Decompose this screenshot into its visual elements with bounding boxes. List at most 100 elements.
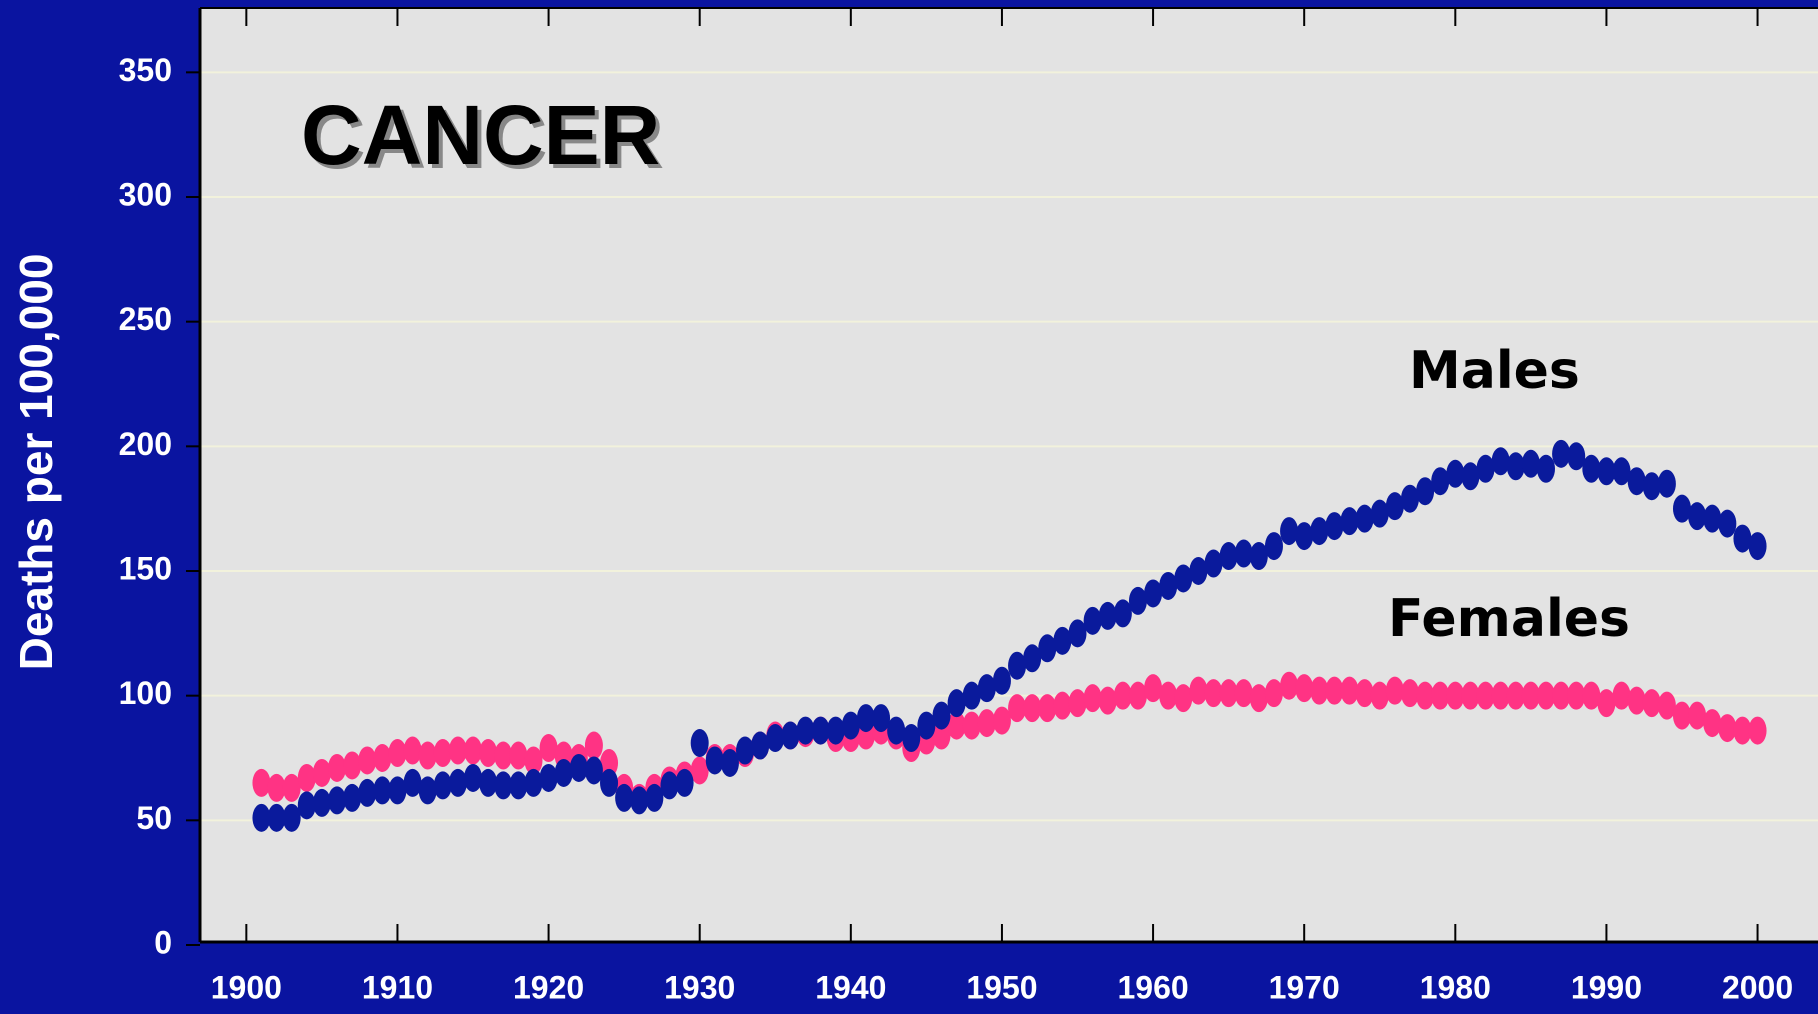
marker [932, 721, 951, 750]
marker [1461, 462, 1480, 491]
marker [1370, 681, 1389, 710]
marker [1083, 684, 1102, 713]
marker [509, 741, 528, 770]
y-tick-label: 150 [119, 550, 172, 586]
marker [464, 763, 483, 792]
y-tick-label: 250 [119, 301, 172, 337]
marker [1113, 681, 1132, 710]
marker [1718, 714, 1737, 743]
marker [660, 771, 679, 800]
marker [962, 681, 981, 710]
marker [282, 803, 301, 832]
marker [1521, 449, 1540, 478]
marker [282, 773, 301, 802]
marker [297, 763, 316, 792]
marker [358, 746, 377, 775]
marker [1416, 681, 1435, 710]
x-tick-label: 1930 [664, 969, 735, 1005]
marker [1355, 504, 1374, 533]
annotation-shadow: CANCER [305, 92, 664, 186]
marker [1612, 681, 1631, 710]
marker [1521, 681, 1540, 710]
marker [1748, 532, 1767, 561]
marker [1083, 606, 1102, 635]
marker [1325, 676, 1344, 705]
marker [645, 783, 664, 812]
y-tick-label: 100 [119, 675, 172, 711]
marker [328, 753, 347, 782]
y-tick-label: 300 [119, 176, 172, 212]
marker [1053, 691, 1072, 720]
marker [1204, 549, 1223, 578]
y-tick-label: 50 [136, 800, 172, 836]
marker [781, 721, 800, 750]
marker [1098, 601, 1117, 630]
marker [1597, 457, 1616, 486]
marker [962, 711, 981, 740]
annotation: Females [1388, 589, 1630, 649]
marker [872, 704, 891, 733]
marker [1038, 694, 1057, 723]
marker [433, 771, 452, 800]
marker [1582, 454, 1601, 483]
marker [1400, 484, 1419, 513]
marker [1189, 557, 1208, 585]
marker [1280, 671, 1299, 700]
marker [826, 716, 845, 745]
marker [1642, 472, 1661, 501]
marker [1340, 507, 1359, 536]
marker [1128, 681, 1147, 710]
marker [1159, 571, 1178, 600]
marker [841, 711, 860, 740]
marker [1264, 679, 1283, 708]
marker [1536, 454, 1555, 483]
marker [1476, 454, 1495, 483]
marker [1008, 651, 1027, 680]
marker [267, 773, 286, 802]
marker [1113, 599, 1132, 628]
marker [312, 788, 331, 817]
marker [1189, 676, 1208, 705]
marker [448, 768, 467, 797]
marker [600, 768, 619, 797]
marker [1234, 679, 1253, 708]
marker [373, 744, 392, 772]
marker [705, 746, 724, 775]
marker [1733, 716, 1752, 745]
marker [1098, 686, 1117, 715]
marker [1174, 564, 1193, 593]
marker [464, 736, 483, 765]
marker [252, 803, 271, 832]
marker [1672, 701, 1691, 730]
marker [1506, 681, 1525, 710]
marker [1385, 676, 1404, 705]
marker [1597, 689, 1616, 718]
marker [902, 724, 921, 753]
marker [418, 776, 437, 805]
marker [947, 711, 966, 740]
marker [1023, 644, 1042, 673]
marker [524, 746, 543, 775]
x-tick-label: 1960 [1117, 969, 1188, 1005]
marker [1416, 477, 1435, 506]
marker [1567, 681, 1586, 710]
marker [1657, 691, 1676, 720]
x-tick-label: 2000 [1722, 969, 1793, 1005]
marker [1461, 681, 1480, 710]
marker [1264, 532, 1283, 561]
marker [675, 768, 694, 797]
y-tick-label: 0 [154, 924, 172, 960]
marker [1068, 689, 1087, 718]
marker [751, 731, 770, 760]
marker [1491, 681, 1510, 710]
marker [720, 748, 739, 777]
marker [494, 771, 513, 800]
marker [1446, 459, 1465, 488]
marker [1506, 452, 1525, 481]
y-axis-label: Deaths per 100,000 [10, 254, 62, 671]
marker [388, 776, 407, 805]
marker [1325, 512, 1344, 541]
marker [569, 753, 588, 782]
marker [856, 704, 875, 733]
